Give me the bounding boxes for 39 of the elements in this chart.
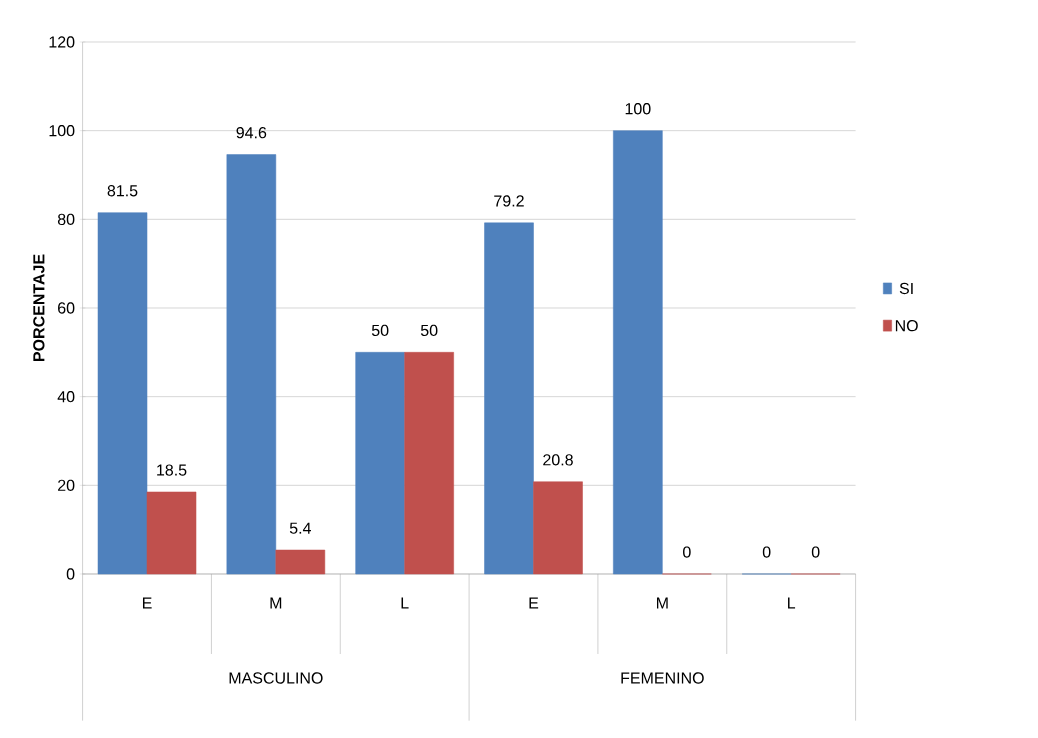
bar — [404, 352, 454, 575]
x-tick-label: E — [529, 597, 539, 609]
y-tick-label: 0 — [66, 568, 75, 580]
x-tick-label: L — [401, 597, 409, 609]
legend-label: NO — [895, 319, 918, 332]
x-tick-label: M — [270, 597, 282, 609]
data-label: 20.8 — [543, 454, 573, 466]
data-label: 0 — [762, 546, 771, 558]
data-label: 18.5 — [157, 464, 187, 476]
bar — [484, 222, 534, 575]
data-label: 94.6 — [236, 127, 267, 139]
bar — [613, 130, 663, 575]
y-axis-title: PORCENTAJE — [33, 254, 45, 362]
data-label: 5.4 — [289, 522, 311, 534]
data-label: 100 — [625, 103, 651, 115]
y-tick-label: 120 — [49, 36, 75, 48]
x-tick-label: E — [142, 597, 152, 609]
bar — [226, 154, 277, 575]
y-tick-label: 80 — [57, 213, 75, 225]
data-label: 50 — [420, 324, 438, 337]
y-tick-label: 20 — [58, 479, 75, 491]
y-tick-label: 100 — [49, 125, 75, 137]
bar — [97, 212, 148, 575]
text: FEMENINO — [621, 672, 704, 684]
data-label: 79.2 — [494, 195, 524, 207]
bar — [533, 481, 583, 575]
x-tick-label: L — [788, 597, 796, 609]
bar — [355, 352, 405, 575]
data-label: 50 — [371, 324, 389, 337]
x-tick-label: M — [656, 597, 668, 609]
data-label: 0 — [811, 546, 820, 558]
text: MASCULINO — [229, 672, 323, 684]
bar — [146, 491, 197, 575]
bar — [275, 549, 326, 575]
y-tick-label: 60 — [58, 302, 75, 314]
data-label: 0 — [683, 546, 691, 558]
y-tick-label: 40 — [57, 391, 75, 403]
data-label: 81.5 — [107, 185, 138, 197]
legend-label: SI — [899, 282, 913, 295]
